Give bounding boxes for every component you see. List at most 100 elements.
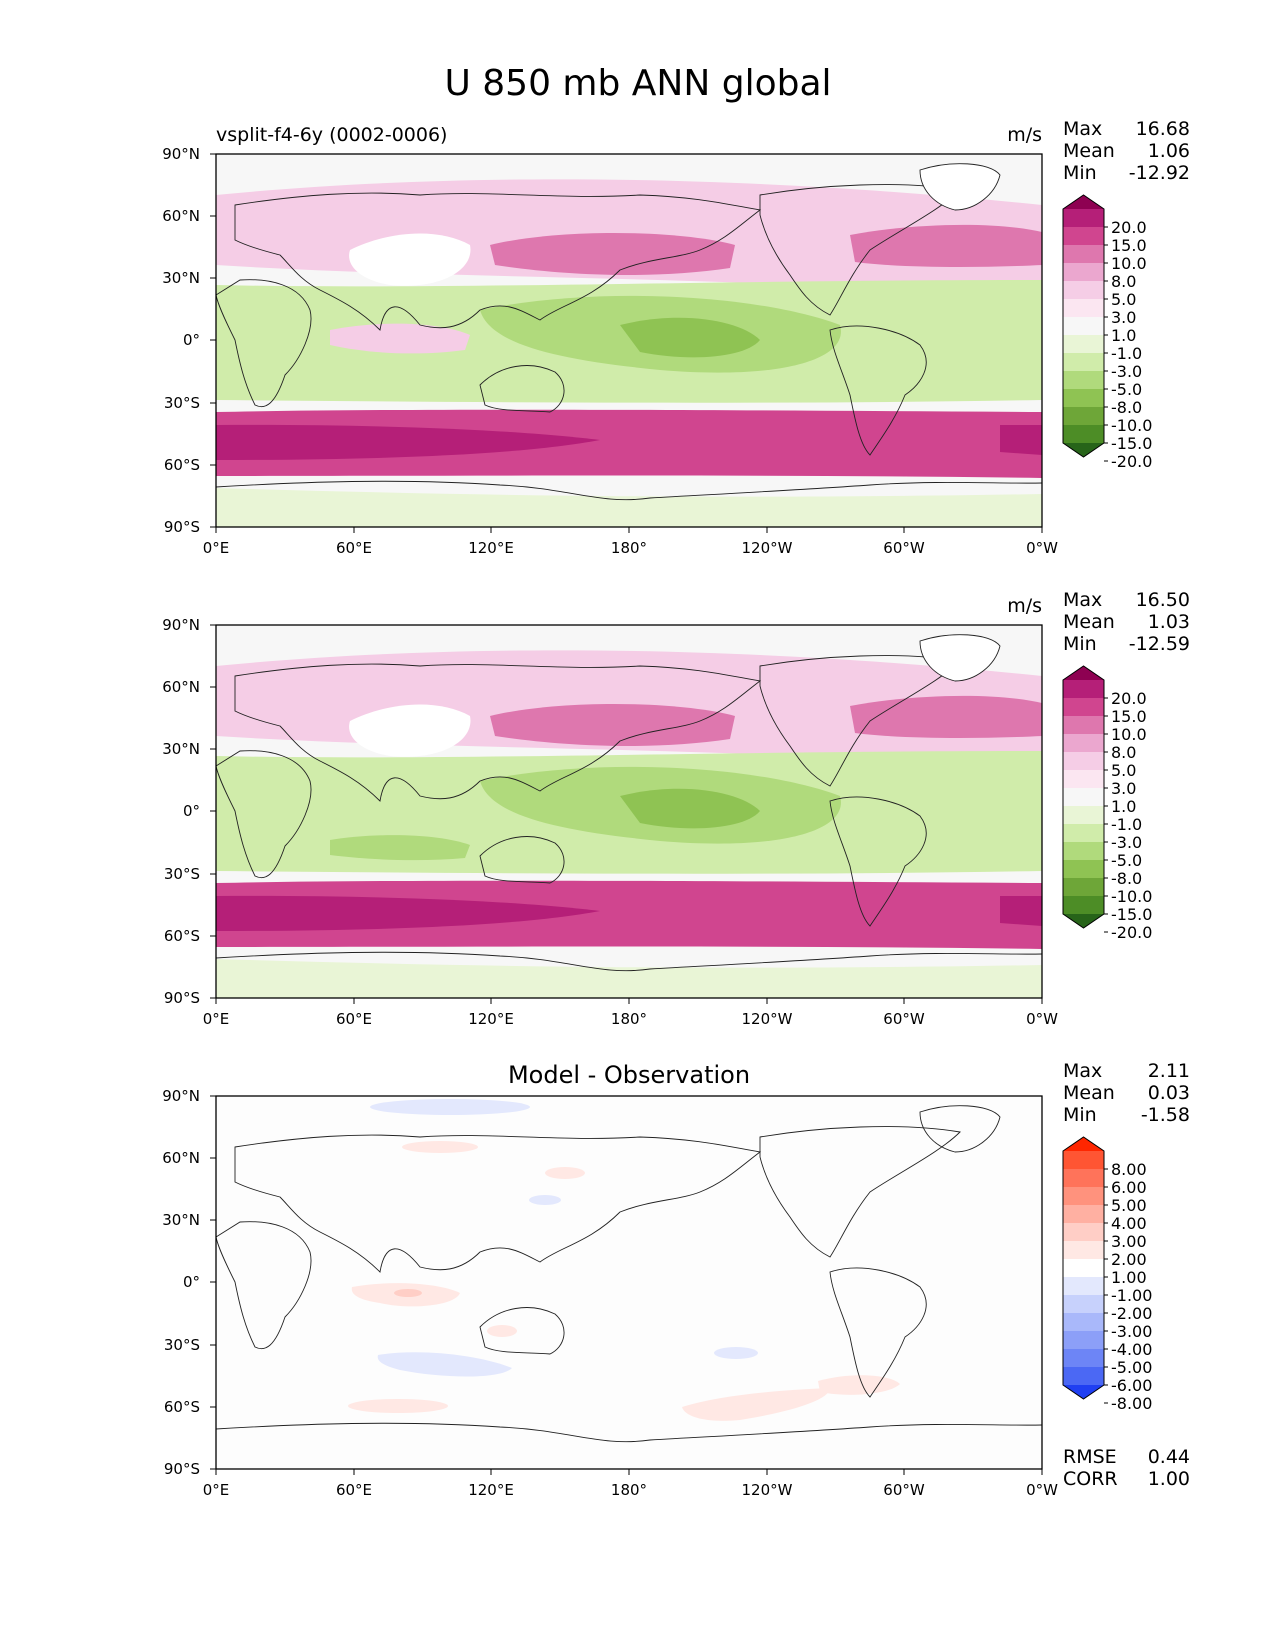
westerly-core-sh-east — [1000, 896, 1042, 926]
anomaly-positive — [348, 1399, 448, 1413]
continent-south-america — [829, 796, 927, 927]
colorbar-segment — [1063, 281, 1104, 299]
lat-tick-label: 30°S — [164, 865, 200, 883]
antarctic-easterly — [216, 959, 1042, 998]
continent-south-america — [829, 1267, 927, 1398]
lat-ticks: 90°N 60°N 30°N 0° 30°S 60°S 90°S — [162, 1087, 216, 1478]
colorbar-tick-label: -8.0 — [1111, 398, 1142, 417]
lon-tick-label: 60°E — [336, 539, 372, 557]
stats-block: Max 16.68 Mean 1.06 Min -12.92 — [1063, 118, 1190, 184]
anomaly-positive — [545, 1167, 585, 1179]
colorbar-segment — [1063, 842, 1104, 860]
plateau-weak-wind — [349, 704, 471, 757]
colorbar-tick-label: -5.0 — [1111, 851, 1142, 870]
stat-label-max: Max — [1063, 1060, 1102, 1082]
colorbar-tick-label: 1.0 — [1111, 326, 1136, 345]
lat-tick-label: 30°N — [162, 269, 200, 287]
panel-units: m/s — [1007, 595, 1042, 617]
panel-reference: m/s — [162, 589, 1190, 1028]
continent-africa — [216, 1221, 312, 1350]
colorbar-tick-label: -8.00 — [1111, 1394, 1152, 1413]
continent-eurasia — [234, 663, 762, 802]
lat-tick-label: 60°S — [164, 927, 200, 945]
colorbar-segment — [1063, 335, 1104, 353]
colorbar-segment — [1063, 371, 1104, 389]
colorbar-tick-label: 20.0 — [1111, 689, 1147, 708]
continent-antarctica — [216, 480, 1042, 501]
stat-label-mean: Mean — [1063, 140, 1115, 162]
lat-tick-label: 60°N — [162, 1149, 200, 1167]
colorbar-tick-label: 1.00 — [1111, 1268, 1147, 1287]
westerly-core-sh — [216, 895, 600, 931]
colorbar-tick-label: -5.0 — [1111, 380, 1142, 399]
anomaly-positive — [818, 1375, 900, 1395]
colorbar-segment — [1063, 1151, 1104, 1169]
colorbar-segment — [1063, 1313, 1104, 1331]
panel-center-title: Model - Observation — [508, 1061, 750, 1089]
colorbar-segment — [1063, 860, 1104, 878]
lon-tick-label: 120°W — [742, 1481, 793, 1499]
colorbar-tick-label: -10.0 — [1111, 416, 1152, 435]
lon-ticks: 0°E 60°E 120°E 180° 120°W 60°W 0°W — [203, 527, 1058, 557]
continent-africa — [216, 279, 312, 408]
map-plot — [216, 154, 1042, 527]
panel-test: vsplit-f4-6y (0002-0006) m/s — [162, 118, 1190, 557]
colorbar-tick-label: 3.00 — [1111, 1232, 1147, 1251]
lat-tick-label: 60°N — [162, 678, 200, 696]
stat-value-corr: 1.00 — [1148, 1468, 1190, 1490]
stat-label-min: Min — [1063, 162, 1097, 184]
stat-value-min: -1.58 — [1141, 1104, 1190, 1126]
colorbar-tick-label: -6.00 — [1111, 1376, 1152, 1395]
colorbar-segment — [1063, 878, 1104, 896]
colorbar-tick-label: -3.00 — [1111, 1322, 1152, 1341]
colorbar-extend-top — [1063, 666, 1104, 680]
colorbar-segment — [1063, 245, 1104, 263]
stat-label-rmse: RMSE — [1063, 1446, 1117, 1468]
colorbar-segment — [1063, 734, 1104, 752]
colorbar-extend-bottom — [1063, 914, 1104, 928]
colorbar-tick-label: -10.0 — [1111, 887, 1152, 906]
map-plot — [216, 625, 1042, 998]
colorbar-segment — [1063, 770, 1104, 788]
colorbar-segment — [1063, 698, 1104, 716]
panel-units: m/s — [1007, 124, 1042, 146]
colorbar-segment — [1063, 1349, 1104, 1367]
colorbar-extend-bottom — [1063, 1385, 1104, 1399]
continent-africa — [216, 750, 312, 879]
lat-tick-label: 60°N — [162, 207, 200, 225]
colorbar-tick-label: 8.0 — [1111, 272, 1136, 291]
indian-easterly — [330, 835, 470, 861]
colorbar-segment — [1063, 1277, 1104, 1295]
continent-australia — [479, 836, 565, 884]
colorbar-segment — [1063, 1367, 1104, 1385]
panel-left-title: vsplit-f4-6y (0002-0006) — [216, 124, 447, 146]
colorbar-tick-label: 3.0 — [1111, 308, 1136, 327]
colorbar-segment — [1063, 1295, 1104, 1313]
colorbar-segment — [1063, 1169, 1104, 1187]
colorbar-segment — [1063, 317, 1104, 335]
anomaly-positive — [487, 1325, 517, 1337]
lon-ticks: 0°E 60°E 120°E 180° 120°W 60°W 0°W — [203, 1469, 1058, 1499]
continent-antarctica — [216, 951, 1042, 972]
continent-greenland — [919, 634, 1001, 682]
colorbar-tick-label: 15.0 — [1111, 236, 1147, 255]
anomaly-negative — [370, 1099, 530, 1115]
stat-value-max: 16.68 — [1136, 118, 1190, 140]
continent-australia — [479, 1307, 565, 1355]
colorbar-segment — [1063, 1205, 1104, 1223]
continent-eurasia — [234, 192, 762, 331]
continent-australia — [479, 365, 565, 413]
stat-value-max: 16.50 — [1136, 589, 1190, 611]
colorbar-tick-label: 20.0 — [1111, 218, 1147, 237]
colorbar-segment — [1063, 407, 1104, 425]
continent-north-america — [759, 1126, 961, 1258]
colorbar-tick-label: -1.00 — [1111, 1286, 1152, 1305]
colorbar-tick-label: -1.0 — [1111, 344, 1142, 363]
lon-tick-label: 0°W — [1026, 539, 1058, 557]
colorbar-tick-label: -5.00 — [1111, 1358, 1152, 1377]
colorbar-tick-label: -15.0 — [1111, 434, 1152, 453]
colorbar-segment — [1063, 788, 1104, 806]
lon-tick-label: 60°W — [883, 539, 925, 557]
colorbar-segment — [1063, 1241, 1104, 1259]
continent-eurasia — [234, 1134, 762, 1273]
